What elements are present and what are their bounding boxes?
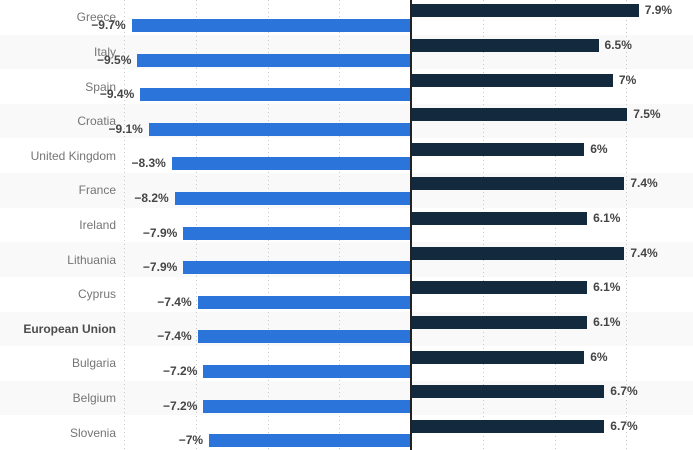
chart-row: Lithuania 7.4% −7.9% [0,242,693,277]
bar-negative[interactable] [197,295,410,309]
chart-row: Spain 7% −9.4% [0,69,693,104]
bar-positive[interactable] [412,39,599,52]
chart-row: France 7.4% −8.2% [0,173,693,208]
bar-positive[interactable] [412,281,588,295]
bar-negative[interactable] [183,261,410,275]
category-label: Cyprus [77,287,116,302]
bar-positive[interactable] [412,315,588,329]
category-label: Lithuania [67,252,116,267]
value-label-negative: −9.7% [91,17,126,32]
value-label-negative: −9.5% [97,52,132,67]
bar-positive[interactable] [412,73,613,87]
bar-positive[interactable] [412,177,625,191]
bar-negative[interactable] [140,88,410,102]
gridline [626,0,627,450]
bar-positive[interactable] [412,419,605,433]
chart-row: Belgium 6.7% −7.2% [0,381,693,416]
bar-negative[interactable] [131,18,410,32]
value-label-negative: −7.2% [163,398,198,413]
bar-positive[interactable] [412,212,588,226]
bar-negative[interactable] [183,226,410,240]
category-label: Bulgaria [71,356,116,371]
category-label: United Kingdom [30,148,116,163]
chart-row: Italy 6.5% −9.5% [0,35,693,70]
bar-negative[interactable] [148,122,410,136]
bar-negative[interactable] [174,191,410,205]
gridline [196,0,197,450]
chart-row: Cyprus 6.1% −7.4% [0,277,693,312]
bar-positive[interactable] [412,246,625,260]
value-label-positive: 6% [590,141,608,156]
value-label-positive: 6.7% [610,384,638,399]
gridline [124,0,125,450]
value-label-negative: −7.9% [142,260,178,275]
chart-row: United Kingdom 6% −8.3% [0,138,693,173]
value-label-positive: 6% [590,349,608,364]
value-label-negative: −8.3% [131,156,166,171]
value-label-negative: −9.4% [99,87,135,102]
value-label-positive: 7% [618,72,637,87]
value-label-positive: 6.1% [593,211,621,226]
bar-negative[interactable] [137,53,410,67]
bar-positive[interactable] [412,108,628,122]
bar-negative[interactable] [171,157,410,171]
chart-row: Croatia 7.5% −9.1% [0,104,693,139]
category-label: Ireland [79,217,116,232]
chart-row: Bulgaria 6% −7.2% [0,346,693,381]
bar-negative[interactable] [197,330,410,344]
chart-row: Slovenia 6.7% −7% [0,415,693,450]
value-label-negative: −7.4% [157,294,192,309]
category-label: Spain [85,79,116,94]
value-label-positive: 7.5% [633,107,661,122]
chart-row: Ireland 6.1% −7.9% [0,208,693,243]
chart-row: European Union 6.1% −7.4% [0,312,693,347]
category-label: European Union [23,321,116,336]
bar-negative[interactable] [203,399,410,413]
bar-positive[interactable] [412,385,605,399]
bar-positive[interactable] [412,350,585,364]
category-label: Greece [76,10,116,25]
bar-positive[interactable] [412,142,585,156]
value-label-negative: −8.2% [134,190,169,205]
value-label-negative: −7.9% [142,225,178,240]
gridline [268,0,269,450]
zero-axis-line [410,0,412,450]
category-label: Slovenia [69,425,116,440]
chart-row: Greece 7.9% −9.7% [0,0,693,35]
value-label-positive: 6.5% [604,38,632,52]
value-label-negative: −9.1% [108,121,143,136]
value-label-negative: −7.4% [157,329,192,344]
bar-negative[interactable] [203,365,410,379]
value-label-positive: 6.1% [593,280,621,295]
value-label-negative: −7.2% [163,364,198,379]
category-label: Belgium [72,391,116,406]
bar-negative[interactable] [209,434,410,448]
value-label-positive: 6.7% [610,418,638,433]
value-label-positive: 7.4% [630,245,658,260]
value-label-positive: 6.1% [593,314,621,329]
value-label-positive: 7.4% [630,176,658,191]
category-label: Italy [93,44,116,59]
bar-positive[interactable] [412,4,639,18]
value-label-negative: −7% [178,433,204,448]
category-label: France [78,183,116,198]
gridline [339,0,340,450]
value-label-positive: 7.9% [644,3,673,18]
category-label: Croatia [77,114,116,129]
